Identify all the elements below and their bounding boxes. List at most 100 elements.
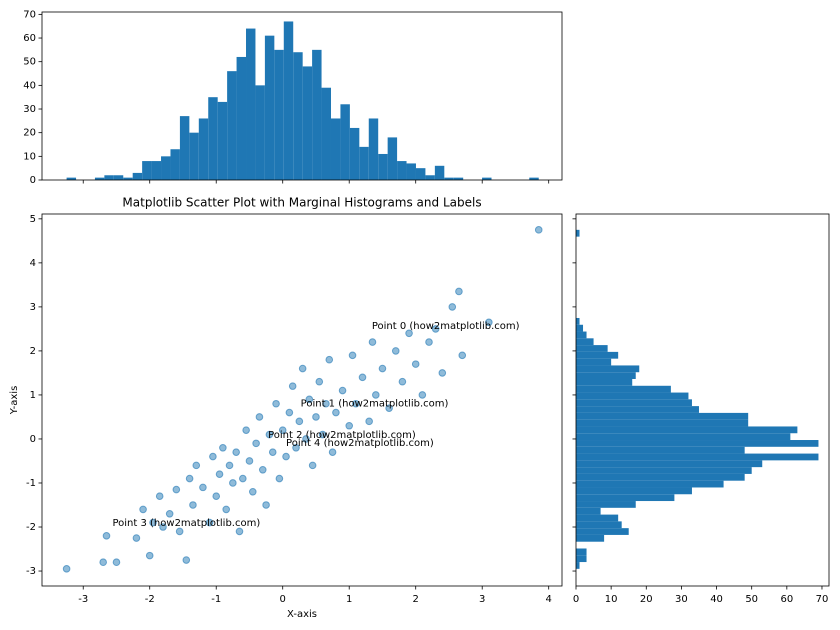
hist-bar xyxy=(576,351,619,359)
hist-bar xyxy=(415,168,426,180)
scatter-point xyxy=(155,492,164,500)
hist-bar xyxy=(255,85,265,180)
hist-bar xyxy=(123,177,133,180)
y-tick-label: 0 xyxy=(30,434,36,445)
hist-bar xyxy=(576,487,692,495)
scatter-point xyxy=(99,558,107,567)
scatter-point xyxy=(205,518,214,527)
scatter-point xyxy=(322,399,330,408)
y-tick-label: -1 xyxy=(26,478,36,489)
scatter-point xyxy=(338,386,347,395)
hist-bar xyxy=(576,528,629,535)
scatter-point xyxy=(112,558,121,567)
x-tick-label: 50 xyxy=(745,594,758,605)
x-tick-label: 20 xyxy=(640,594,653,605)
x-tick-label: 70 xyxy=(816,594,829,605)
hist-bar xyxy=(406,163,416,180)
scatter-point xyxy=(215,470,224,478)
hist-bar xyxy=(576,562,580,569)
axes-frame xyxy=(41,11,563,181)
hist-bar xyxy=(104,175,114,180)
hist-bar xyxy=(576,365,640,373)
scatter-point xyxy=(219,443,227,452)
annotation: Point 0 (how2matplotlib.com) xyxy=(372,321,520,332)
scatter-point xyxy=(145,551,154,560)
hist-bar xyxy=(425,175,435,180)
y-tick-label: 0 xyxy=(30,175,36,186)
scatter-point xyxy=(159,523,167,531)
y-tick-label: 40 xyxy=(23,80,36,91)
scatter-point xyxy=(352,399,360,408)
hist-bar xyxy=(576,453,819,461)
chart-title: Matplotlib Scatter Plot with Marginal Hi… xyxy=(122,196,481,210)
scatter-point xyxy=(62,565,71,573)
hist-bar xyxy=(132,172,143,180)
scatter-point xyxy=(252,439,260,448)
scatter-point xyxy=(149,518,157,527)
scatter-point xyxy=(232,448,240,456)
x-tick-label: 0 xyxy=(280,594,286,605)
hist-bar xyxy=(283,21,294,181)
hist-bar xyxy=(293,52,303,180)
scatter-point xyxy=(448,303,457,311)
y-tick-label: 50 xyxy=(23,57,36,68)
x-tick-label: 30 xyxy=(675,594,688,605)
scatter-point xyxy=(175,527,184,536)
scatter-point xyxy=(534,226,543,234)
scatter-point xyxy=(212,492,221,500)
x-tick-label: 4 xyxy=(546,594,552,605)
hist-bar xyxy=(576,358,612,366)
hist-bar xyxy=(576,331,587,339)
x-tick-label: 60 xyxy=(780,594,793,605)
hist-bar xyxy=(349,127,360,180)
hist-bar xyxy=(576,473,745,481)
scatter-point xyxy=(302,435,310,443)
hist-bar xyxy=(576,467,752,474)
scatter-point xyxy=(318,430,327,439)
scatter-point xyxy=(272,399,280,408)
y-tick-label: 5 xyxy=(30,214,36,225)
scatter-point xyxy=(308,461,317,470)
y-tick-label: 60 xyxy=(23,33,36,44)
x-tick-label: 40 xyxy=(710,594,723,605)
scatter-point xyxy=(209,452,217,461)
x-tick-label: 10 xyxy=(605,594,618,605)
hist-bar xyxy=(113,175,124,180)
y-axis-label: Y-axis xyxy=(9,386,20,416)
hist-bar xyxy=(453,177,464,180)
scatter-point xyxy=(455,287,463,296)
y-tick-label: 1 xyxy=(30,390,36,401)
hist-bar xyxy=(576,534,605,542)
hist-bar xyxy=(576,446,745,454)
hist-bar xyxy=(576,324,584,332)
hist-bar xyxy=(236,56,247,180)
y-tick-label: 3 xyxy=(30,302,36,313)
hist-bar xyxy=(274,49,284,180)
hist-bar xyxy=(576,426,798,434)
hist-bar xyxy=(94,177,105,180)
axes-frame xyxy=(575,213,830,587)
hist-bar xyxy=(576,345,608,352)
y-tick-label: -2 xyxy=(26,522,36,533)
x-axis-label: X-axis xyxy=(287,609,317,620)
scatter-point xyxy=(345,421,354,430)
scatter-point xyxy=(199,483,207,492)
hist-bar xyxy=(482,177,492,180)
hist-bar xyxy=(576,385,671,393)
hist-bar xyxy=(576,494,675,502)
scatter-point xyxy=(229,479,237,487)
hist-bar xyxy=(576,338,594,346)
hist-bar xyxy=(444,177,454,180)
hist-bar xyxy=(189,132,199,180)
annotation: Point 1 (how2matplotlib.com) xyxy=(301,399,449,410)
scatter-point xyxy=(328,448,337,456)
x-tick-label: -3 xyxy=(78,594,88,605)
scatter-point xyxy=(239,474,247,483)
hist-bar xyxy=(321,87,331,180)
scatter-point xyxy=(258,465,267,474)
scatter-point xyxy=(438,369,447,377)
scatter-point xyxy=(139,505,147,514)
scatter-point xyxy=(235,527,244,536)
hist-bar xyxy=(434,165,445,180)
